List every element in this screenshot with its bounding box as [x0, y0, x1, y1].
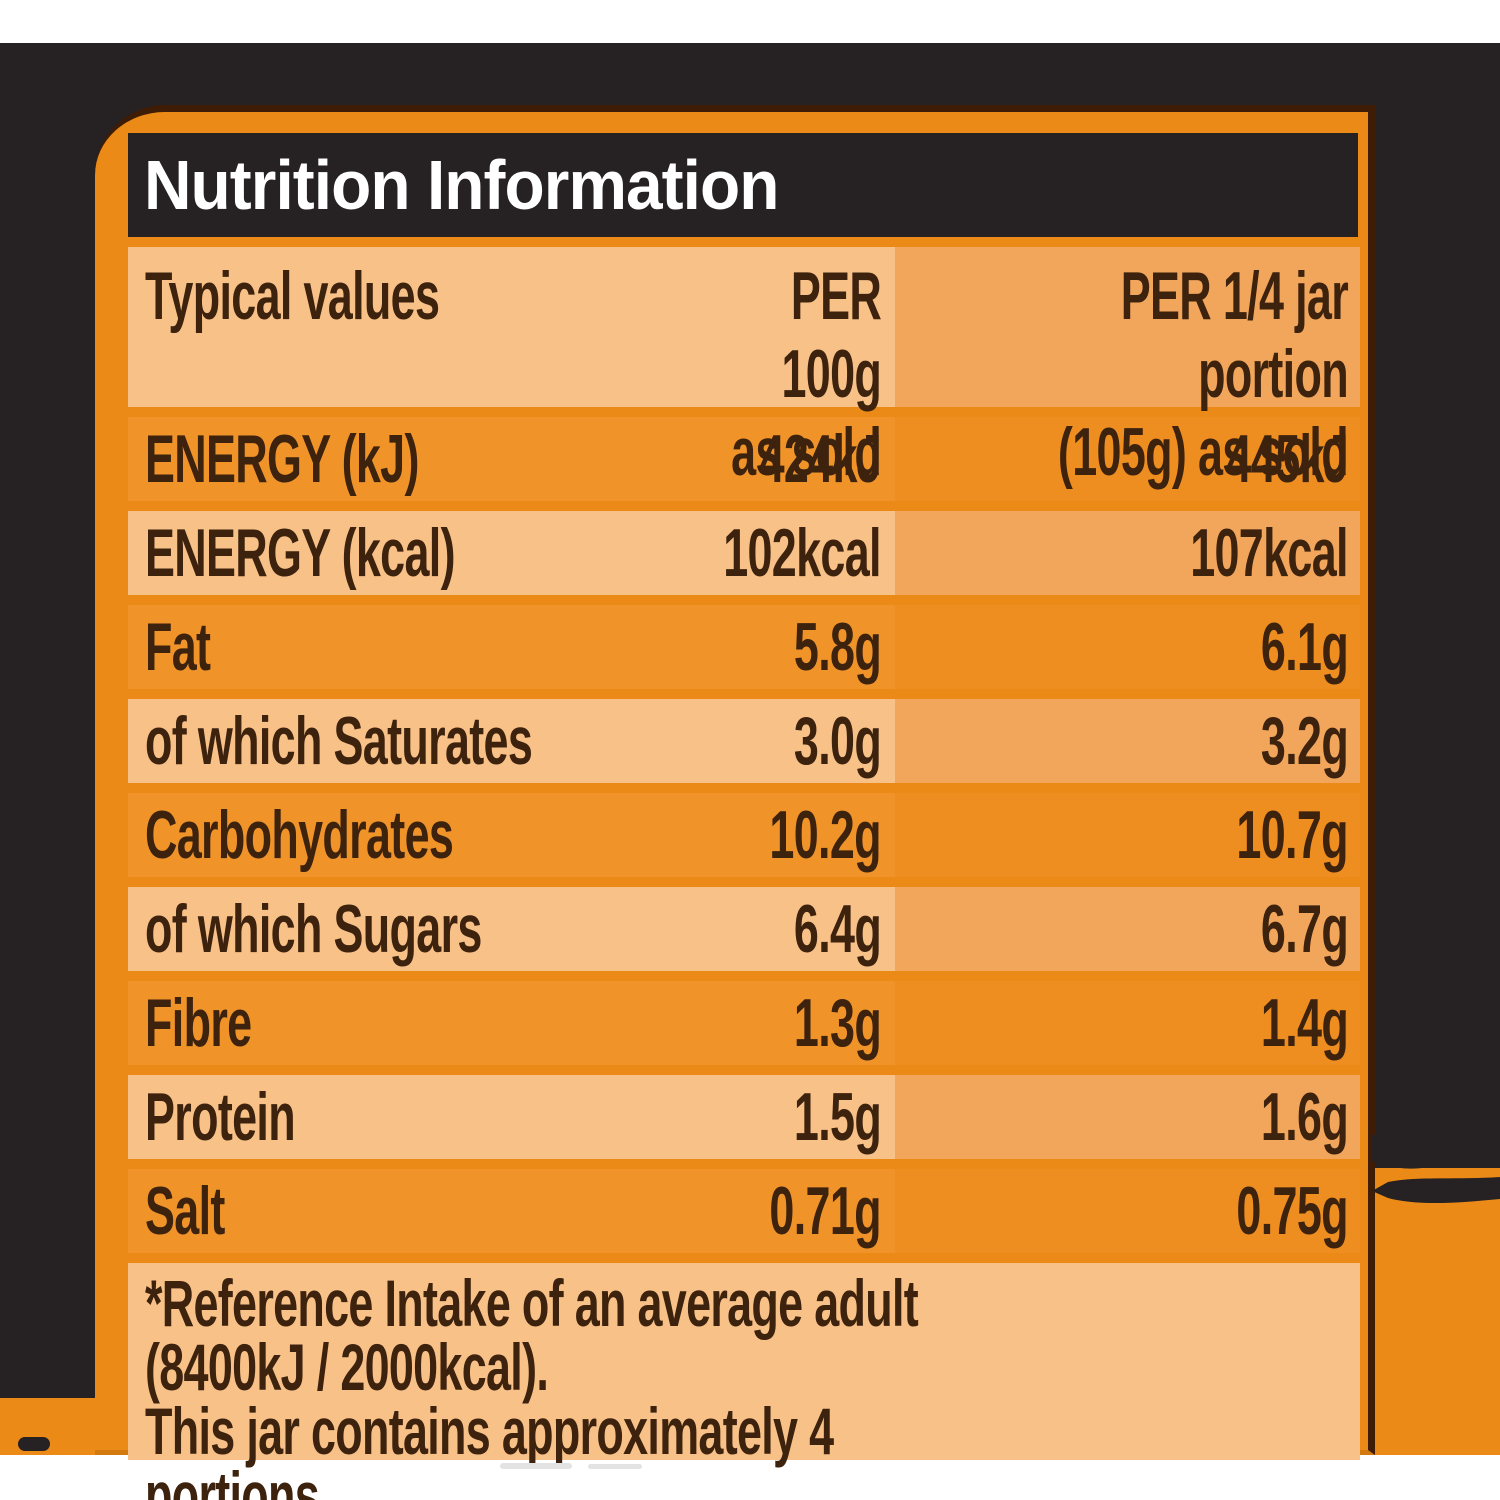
table-row: Carbohydrates 10.2g 10.7g [128, 793, 1360, 877]
table-row: Fibre 1.3g 1.4g [128, 981, 1360, 1065]
row-value-per-100g: 1.3g [793, 985, 882, 1061]
table-header-row: Typical values PER 100g as sold PER 1/4 … [128, 247, 1360, 490]
photo-artifact-right-edge [1372, 1135, 1500, 1204]
row-value-per-portion: 0.75g [1236, 1173, 1349, 1249]
row-value-per-portion: 1.4g [1260, 985, 1349, 1061]
header-left-cell: Typical values PER 100g as sold [128, 247, 895, 490]
row-value-per-100g: 424kJ [759, 421, 881, 497]
title-bar: Nutrition Information [128, 133, 1358, 237]
photo-smudge [500, 1463, 572, 1469]
reference-intake-footnote: *Reference Intake of an average adult (8… [128, 1263, 1360, 1500]
row-value-per-100g: 6.4g [793, 891, 882, 967]
row-label: ENERGY (kJ) [145, 421, 419, 497]
row-label: ENERGY (kcal) [145, 515, 456, 591]
row-value-per-portion: 445kJ [1226, 421, 1348, 497]
row-label: of which Saturates [145, 703, 533, 779]
table-row: of which Sugars 6.4g 6.7g [128, 887, 1360, 971]
row-value-per-100g: 102kcal [723, 515, 881, 591]
header-per-portion: PER 1/4 jar portion (105g) as sold [1057, 258, 1349, 490]
nutrition-table: Typical values PER 100g as sold PER 1/4 … [128, 247, 1360, 1500]
label-edge-bleed-right [1372, 1168, 1500, 1455]
table-row: of which Saturates 3.0g 3.2g [128, 699, 1360, 783]
row-value-per-portion: 3.2g [1260, 703, 1349, 779]
row-value-per-portion: 6.1g [1260, 609, 1349, 685]
header-right-cell: PER 1/4 jar portion (105g) as sold [895, 247, 1360, 490]
row-value-per-100g: 3.0g [793, 703, 882, 779]
row-value-per-portion: 10.7g [1236, 797, 1349, 873]
row-label: Fibre [145, 985, 252, 1061]
photo-smudge [588, 1464, 642, 1469]
row-label: of which Sugars [145, 891, 482, 967]
row-label: Salt [145, 1173, 225, 1249]
row-value-per-portion: 1.6g [1260, 1079, 1349, 1155]
row-label: Fat [145, 609, 211, 685]
table-row: ENERGY (kJ) 424kJ 445kJ [128, 417, 1360, 501]
row-value-per-portion: 6.7g [1260, 891, 1349, 967]
header-typical-values: Typical values [145, 258, 440, 334]
label-edge-bleed-left [0, 1398, 100, 1455]
row-value-per-portion: 107kcal [1190, 515, 1348, 591]
table-row: Salt 0.71g 0.75g [128, 1169, 1360, 1253]
table-row: Protein 1.5g 1.6g [128, 1075, 1360, 1159]
row-value-per-100g: 5.8g [793, 609, 882, 685]
table-row: ENERGY (kcal) 102kcal 107kcal [128, 511, 1360, 595]
row-value-per-100g: 1.5g [793, 1079, 882, 1155]
header-per-100g: PER 100g as sold [730, 258, 882, 490]
nutrition-panel: Nutrition Information Typical values PER… [95, 105, 1375, 1500]
row-value-per-100g: 10.2g [769, 797, 882, 873]
photo-artifact-dot [18, 1437, 50, 1451]
table-row: Fat 5.8g 6.1g [128, 605, 1360, 689]
row-value-per-100g: 0.71g [769, 1173, 882, 1249]
panel-title: Nutrition Information [143, 146, 779, 224]
row-label: Carbohydrates [145, 797, 454, 873]
row-label: Protein [145, 1079, 296, 1155]
